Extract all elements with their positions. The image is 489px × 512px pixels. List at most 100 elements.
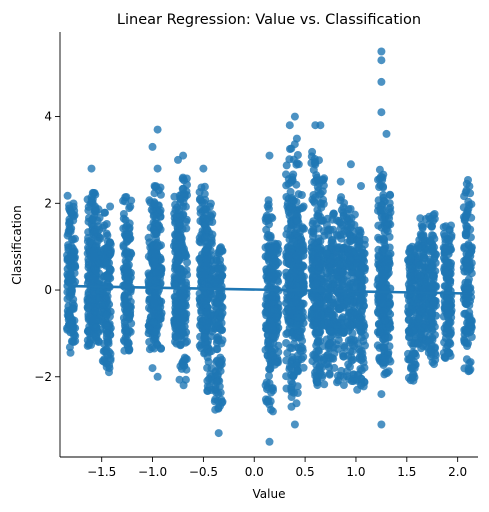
data-point <box>293 313 302 322</box>
data-point <box>344 360 353 369</box>
data-point <box>385 299 394 308</box>
data-point <box>463 327 471 335</box>
data-point <box>102 310 111 319</box>
data-point <box>176 232 185 241</box>
data-point <box>124 254 133 263</box>
data-point <box>354 268 363 277</box>
data-point <box>293 366 302 375</box>
data-point <box>202 255 211 264</box>
data-point <box>293 217 302 225</box>
data-point <box>299 319 308 328</box>
data-point <box>430 210 439 218</box>
data-point <box>148 364 157 373</box>
data-point <box>211 405 220 414</box>
data-point <box>153 250 162 259</box>
y-tick-label: 2 <box>44 196 52 210</box>
data-point <box>292 197 301 206</box>
data-point <box>212 345 221 353</box>
data-point <box>89 274 98 283</box>
data-point <box>216 276 225 285</box>
data-point <box>424 344 433 353</box>
data-point <box>308 147 317 156</box>
x-tick-label: −0.5 <box>189 465 218 479</box>
data-point <box>379 182 387 191</box>
data-point <box>312 354 321 363</box>
data-point <box>268 407 277 416</box>
data-point <box>127 196 136 205</box>
data-point <box>386 190 394 199</box>
data-point <box>179 184 188 193</box>
data-point <box>262 378 271 387</box>
data-point <box>314 209 323 218</box>
data-point <box>123 247 132 256</box>
data-point <box>179 329 188 338</box>
data-point <box>315 362 324 371</box>
data-point <box>293 321 302 330</box>
data-point <box>332 321 341 329</box>
data-point <box>88 215 97 224</box>
data-point <box>377 56 386 65</box>
data-point <box>145 338 154 346</box>
chart-title: Linear Regression: Value vs. Classificat… <box>117 12 421 28</box>
data-point <box>218 309 227 318</box>
data-point <box>214 358 223 367</box>
data-point <box>150 327 159 336</box>
data-point <box>282 161 291 170</box>
data-point <box>339 381 348 389</box>
data-point <box>87 193 96 202</box>
data-point <box>213 370 222 379</box>
data-point <box>385 243 394 252</box>
data-point <box>323 359 332 368</box>
data-point <box>445 348 454 357</box>
data-point <box>274 258 283 267</box>
data-point <box>205 348 214 357</box>
data-point <box>404 302 413 311</box>
data-point <box>417 307 426 316</box>
data-point <box>386 203 395 212</box>
data-point <box>427 316 436 325</box>
data-point <box>266 314 275 322</box>
data-point <box>377 77 386 86</box>
data-point <box>314 234 323 243</box>
data-point <box>282 230 291 239</box>
data-point <box>322 273 331 282</box>
data-point <box>218 292 227 301</box>
data-point <box>264 196 273 205</box>
data-point <box>354 370 363 379</box>
data-point <box>124 275 133 284</box>
data-point <box>120 318 129 327</box>
data-point <box>408 373 417 382</box>
data-point <box>124 287 133 296</box>
data-point <box>323 250 331 259</box>
data-point <box>443 270 452 279</box>
data-point <box>68 318 77 326</box>
data-point <box>466 189 475 198</box>
data-point <box>330 363 339 372</box>
data-point <box>406 253 415 262</box>
data-point <box>69 304 78 313</box>
data-point <box>121 197 129 206</box>
data-point <box>335 305 344 314</box>
data-point <box>460 192 469 201</box>
data-point <box>200 182 209 191</box>
data-point <box>102 229 111 238</box>
data-point <box>153 242 162 251</box>
data-point <box>218 303 227 312</box>
data-point <box>124 235 132 244</box>
data-point <box>179 381 188 390</box>
data-point <box>328 235 337 244</box>
data-point <box>119 214 128 223</box>
data-point <box>292 210 301 219</box>
data-point <box>182 217 191 226</box>
data-point <box>445 331 454 340</box>
data-point <box>150 199 159 208</box>
data-point <box>93 237 102 246</box>
data-point <box>356 226 365 235</box>
data-point <box>356 282 365 291</box>
data-point <box>179 151 188 160</box>
data-point <box>317 311 326 319</box>
data-point <box>320 174 329 183</box>
regression-line-group <box>71 284 468 295</box>
data-point <box>380 343 389 352</box>
